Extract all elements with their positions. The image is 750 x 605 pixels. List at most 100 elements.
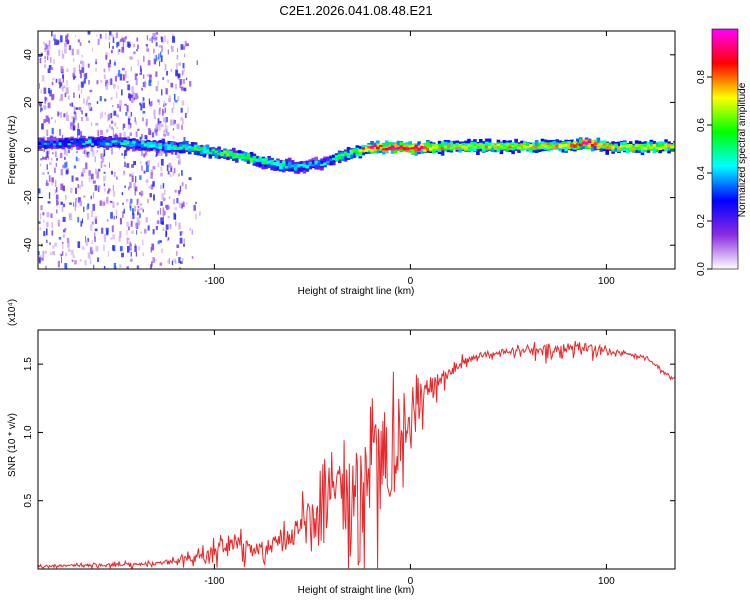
noise-speckle — [168, 258, 170, 265]
ridge-cell — [202, 146, 207, 152]
noise-speckle — [141, 134, 143, 139]
noise-speckle — [80, 174, 84, 177]
noise-speckle — [179, 79, 182, 85]
noise-speckle — [143, 74, 145, 79]
ridge-cell — [373, 144, 377, 147]
noise-speckle — [110, 120, 114, 124]
noise-speckle — [45, 115, 49, 122]
ridge-cell — [340, 153, 345, 156]
noise-speckle — [90, 224, 93, 231]
noise-speckle — [155, 126, 159, 132]
ridge-cell — [596, 145, 601, 149]
noise-speckle — [105, 79, 108, 84]
noise-speckle — [160, 201, 163, 206]
snr-panel: -100 0 100 0.5 1.0 1.5 Height of straight lin… — [7, 299, 676, 596]
noise-speckle — [160, 123, 164, 128]
ridge-cell — [361, 147, 365, 150]
ridge-cell — [46, 142, 51, 145]
ridge-cell — [176, 144, 180, 150]
ridge-cell — [434, 145, 439, 149]
ridge-cell — [634, 144, 639, 147]
noise-speckle — [172, 119, 175, 126]
noise-speckle — [62, 88, 64, 92]
ridge-cell — [299, 164, 304, 167]
ridge-cell — [243, 152, 248, 159]
noise-speckle — [129, 57, 133, 60]
noise-speckle — [71, 48, 74, 56]
ridge-cell — [40, 141, 45, 145]
noise-speckle — [64, 162, 66, 169]
ridge-cell — [161, 141, 166, 146]
noise-speckle — [144, 228, 147, 234]
ridge-cell — [52, 143, 57, 146]
noise-speckle — [68, 248, 71, 252]
noise-speckle — [41, 75, 45, 82]
ridge-cell — [79, 141, 83, 144]
ridge-cell — [520, 143, 524, 150]
noise-speckle — [137, 208, 140, 215]
noise-speckle — [162, 117, 165, 121]
noise-speckle — [188, 177, 192, 181]
noise-speckle — [129, 132, 132, 137]
noise-speckle — [165, 88, 168, 95]
noise-speckle — [47, 45, 51, 51]
ridge-cell — [88, 139, 92, 143]
snr-scale-label: (x10⁴) — [7, 299, 18, 326]
noise-speckle — [41, 107, 43, 111]
ridge-cell — [52, 141, 57, 146]
ridge-cell — [543, 144, 548, 148]
noise-speckle — [62, 164, 65, 169]
noise-speckle — [172, 198, 176, 205]
noise-speckle — [62, 76, 64, 83]
noise-speckle — [91, 250, 94, 255]
ridge-cell — [349, 150, 354, 153]
noise-speckle — [157, 151, 161, 156]
noise-speckle — [66, 111, 68, 118]
ridge-cell — [158, 143, 163, 147]
noise-speckle — [66, 33, 69, 37]
ridge-cell — [190, 147, 195, 150]
ridge-cell — [114, 140, 118, 143]
ridge-cell — [620, 144, 624, 148]
noise-speckle — [119, 264, 122, 268]
ridge-cell — [340, 154, 345, 159]
noise-speckle — [65, 161, 68, 168]
ridge-cell — [493, 145, 498, 149]
noise-speckle — [96, 129, 99, 135]
noise-speckle — [51, 31, 53, 37]
ridge-cell — [164, 143, 168, 146]
noise-speckle — [172, 171, 174, 177]
ridge-cell — [393, 147, 398, 150]
noise-speckle — [81, 218, 83, 224]
noise-speckle — [73, 67, 76, 73]
noise-speckle — [51, 177, 54, 183]
noise-speckle — [88, 153, 90, 157]
noise-speckle — [182, 231, 184, 234]
noise-speckle — [44, 250, 47, 254]
ridge-cell — [164, 145, 168, 150]
noise-speckle — [176, 123, 180, 130]
snr-plot-area — [38, 340, 675, 569]
noise-speckle — [113, 191, 116, 197]
noise-speckle — [52, 245, 55, 249]
noise-speckle — [82, 167, 86, 174]
ridge-cell — [420, 145, 424, 149]
noise-speckle — [44, 43, 47, 50]
noise-speckle — [116, 202, 119, 206]
ridge-cell — [79, 141, 83, 148]
noise-speckle — [182, 63, 185, 69]
ridge-cell — [628, 146, 633, 151]
noise-speckle — [184, 53, 186, 58]
colorbar-ticks: 0.0 0.2 0.4 0.6 0.8 — [696, 70, 712, 276]
noise-speckle — [154, 55, 156, 60]
noise-speckle — [94, 185, 98, 191]
noise-speckle — [70, 122, 73, 130]
ridge-cell — [670, 145, 674, 151]
noise-speckle — [98, 130, 100, 137]
noise-speckle — [143, 170, 146, 174]
ridge-cell — [640, 146, 645, 150]
noise-speckle — [161, 45, 163, 52]
noise-speckle — [90, 195, 92, 200]
noise-speckle — [110, 147, 113, 155]
ridge-cell — [402, 147, 407, 151]
